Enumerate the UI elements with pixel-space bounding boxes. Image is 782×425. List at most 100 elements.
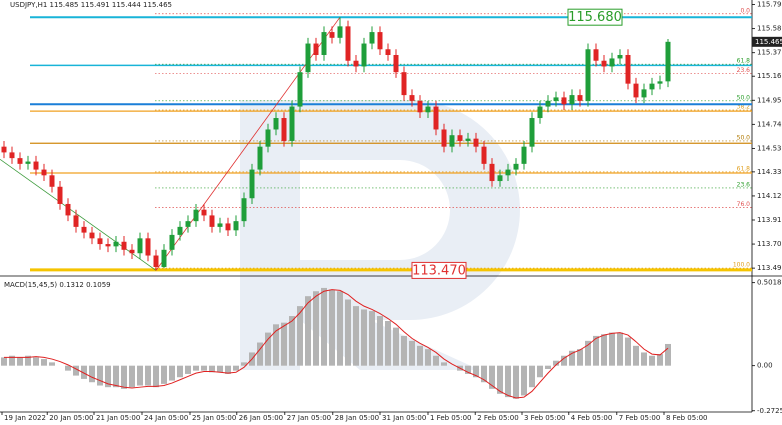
macd-bar [297, 306, 303, 366]
candle-body [649, 83, 655, 90]
candle-body [393, 55, 399, 73]
macd-bar [417, 345, 423, 366]
candle-body [609, 58, 615, 67]
candle-body [585, 49, 591, 101]
candle-body [169, 234, 175, 250]
y-tick-label: 114.745 [757, 120, 782, 128]
candle-body [361, 43, 367, 67]
macd-bar [505, 365, 511, 398]
candle-body [529, 118, 535, 147]
candle-body [49, 175, 55, 187]
macd-bar [105, 365, 111, 388]
fib-label: 76.0 [737, 201, 751, 208]
macd-bar [529, 365, 535, 388]
macd-bar [169, 365, 175, 381]
macd-bar [337, 291, 343, 366]
macd-bar [561, 355, 567, 366]
fib-label: 50.0 [737, 94, 751, 101]
macd-bar [497, 365, 503, 394]
macd-bar [257, 342, 263, 366]
price-box [567, 8, 623, 26]
macd-bar [17, 357, 23, 366]
macd-bar [209, 365, 215, 373]
macd-bar [521, 365, 527, 396]
candle-body [65, 203, 71, 216]
y-tick-label: 114.120 [757, 192, 782, 200]
candle-body [41, 169, 47, 176]
candle-body [81, 226, 87, 233]
macd-bar [9, 355, 15, 366]
candle-body [473, 138, 479, 147]
macd-bar [233, 365, 239, 371]
candle-body [9, 152, 15, 159]
candle-body [353, 60, 359, 67]
macd-bar [617, 332, 623, 366]
candle-body [209, 215, 215, 227]
macd-bar [609, 332, 615, 366]
fib-label: 61.8 [737, 58, 751, 65]
macd-y-tick-label: -0.2725 [757, 407, 782, 415]
macd-bar [433, 355, 439, 366]
candle-body [273, 118, 279, 130]
candle-body [337, 26, 343, 38]
macd-bar [25, 355, 31, 366]
candle-body [121, 241, 127, 250]
candle-body [545, 100, 551, 107]
macd-bar [553, 360, 559, 366]
fib-label: 23.6 [737, 67, 751, 74]
fib-label: 38.2 [737, 104, 751, 111]
candle-body [665, 41, 671, 82]
candle-body [305, 43, 311, 73]
x-tick-label: 1 Feb 05:00 [430, 414, 471, 422]
y-tick-label: 115.790 [757, 1, 782, 9]
candle-body [425, 106, 431, 113]
current-price-label: 115.465 [755, 38, 782, 46]
macd-bar [185, 365, 191, 374]
macd-signal [4, 289, 669, 399]
macd-bar [489, 365, 495, 389]
candle-body [561, 97, 567, 105]
macd-bar [465, 365, 471, 374]
macd-bar [129, 365, 135, 388]
candle-body [369, 32, 375, 44]
candle-body [25, 161, 31, 164]
candle-body [617, 55, 623, 59]
candle-body [409, 95, 415, 101]
candle-body [417, 100, 423, 113]
macd-bar [217, 365, 223, 373]
x-tick-label: 3 Feb 05:00 [524, 414, 565, 422]
fib-label: 50.0 [737, 134, 751, 141]
candle-body [289, 106, 295, 141]
candle-body [641, 89, 647, 98]
y-tick-label: 115.165 [757, 72, 782, 80]
candle-body [281, 118, 287, 141]
candle-body [193, 209, 199, 222]
macd-bar [657, 354, 663, 366]
macd-bar [161, 365, 167, 384]
macd-bar [481, 365, 487, 383]
candle-body [465, 138, 471, 141]
candle-body [497, 175, 503, 182]
candle-body [481, 146, 487, 164]
y-tick-label: 115.580 [757, 25, 782, 33]
macd-bar [201, 365, 207, 371]
fib-label: 100.0 [733, 262, 750, 269]
y-tick-label: 115.370 [757, 49, 782, 57]
candle-body [601, 60, 607, 67]
candle-body [161, 249, 167, 267]
macd-bar [593, 335, 599, 366]
candle-body [553, 97, 559, 101]
fib-label: 61.8 [737, 165, 751, 172]
candle-body [441, 129, 447, 147]
macd-bar [265, 332, 271, 366]
macd-bar [113, 365, 119, 388]
candle-body [657, 81, 663, 84]
candle-body [113, 241, 119, 247]
macd-y-tick-label: 0.00 [757, 362, 773, 370]
candle-body [153, 255, 159, 267]
candle-body [537, 106, 543, 119]
chart-title: USDJPY,H1 115.485 115.491 115.444 115.46… [10, 1, 172, 9]
y-tick-label: 114.955 [757, 96, 782, 104]
candle-body [145, 238, 151, 256]
